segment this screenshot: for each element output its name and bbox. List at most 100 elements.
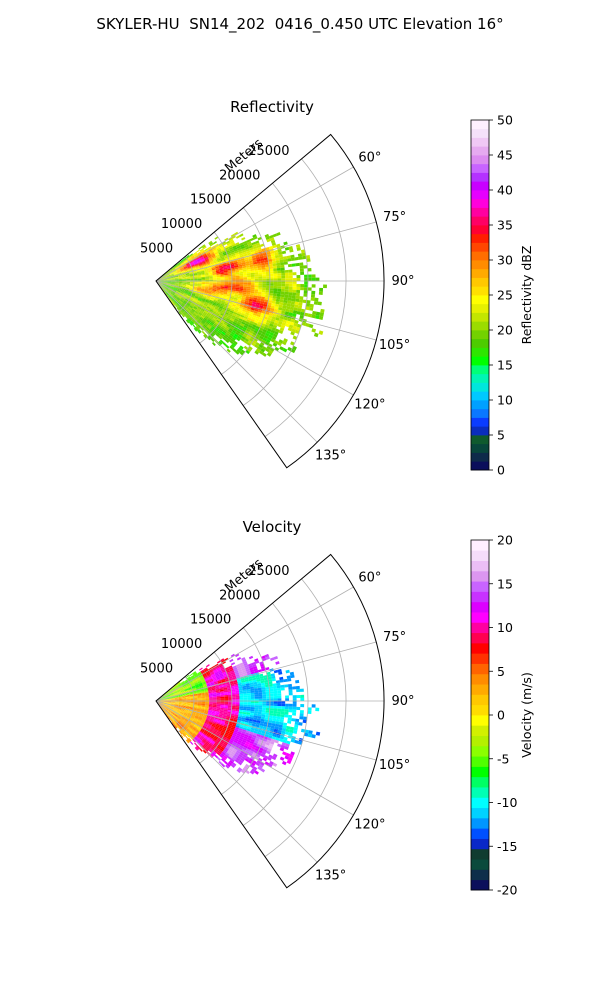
radar-gate: [277, 286, 282, 289]
radar-gate: [277, 668, 282, 673]
radar-gate: [168, 709, 172, 713]
radar-gate: [226, 670, 231, 674]
radar-gate: [230, 267, 235, 270]
radar-gate: [277, 323, 282, 328]
radar-gate: [207, 712, 212, 715]
radar-gate: [239, 279, 244, 281]
radar-gate: [162, 283, 167, 286]
radar-gate: [163, 709, 166, 713]
radar-gate: [207, 330, 212, 335]
radar-gate: [284, 745, 289, 751]
colorbar-segment: [471, 642, 489, 654]
radar-gate: [255, 735, 261, 740]
radar-gate: [209, 309, 214, 313]
radar-gate: [227, 329, 232, 334]
radar-gate: [197, 671, 201, 675]
radar-gate: [229, 238, 234, 243]
radar-gate: [231, 673, 236, 677]
radar-gate: [174, 281, 179, 283]
radar-gate: [193, 680, 198, 684]
radar-gate: [214, 315, 219, 319]
radar-gate: [231, 305, 236, 309]
radar-gate: [190, 717, 194, 720]
radar-gate: [261, 742, 266, 747]
radar-gate: [256, 300, 261, 304]
radar-gate: [192, 291, 197, 294]
radar-gate: [193, 679, 197, 683]
radar-gate: [228, 696, 232, 698]
radar-gate: [285, 752, 291, 757]
radar-gate: [190, 304, 194, 308]
radar-gate: [206, 297, 211, 300]
radar-gate: [239, 695, 244, 698]
radar-gate: [258, 705, 263, 708]
radar-gate: [223, 271, 228, 274]
radar-gate: [261, 714, 266, 718]
radar-gate: [216, 703, 221, 706]
radar-gate: [270, 318, 276, 323]
radar-gate: [163, 283, 167, 286]
radar-gate: [269, 323, 274, 328]
radar-gate: [193, 705, 198, 708]
radar-gate: [202, 732, 207, 736]
radar-gate: [197, 275, 202, 277]
radar-gate: [247, 737, 252, 741]
radar-gate: [253, 749, 259, 754]
radar-gate: [184, 725, 188, 729]
radar-gate: [163, 289, 166, 293]
radar-gate: [258, 285, 263, 288]
azimuth-tick-label: 90°: [391, 274, 414, 289]
radar-gate: [197, 298, 202, 302]
radar-gate: [188, 270, 193, 272]
radar-gate: [219, 688, 224, 691]
radar-gate: [248, 742, 254, 747]
radar-gate: [211, 246, 216, 250]
radar-gate: [295, 298, 300, 303]
radar-gate: [224, 705, 229, 708]
radar-gate: [270, 725, 275, 729]
radar-gate: [180, 689, 185, 692]
radar-gate: [253, 338, 259, 343]
radar-gate: [303, 287, 308, 291]
radar-gate: [193, 261, 198, 264]
radar-gate: [200, 302, 205, 305]
radar-gate: [237, 669, 243, 673]
radar-gate: [182, 699, 187, 700]
radar-gate: [193, 298, 198, 301]
radar-gate: [185, 274, 190, 276]
radar-gate: [173, 691, 177, 694]
radar-gate: [189, 274, 194, 277]
radar-gate: [242, 265, 247, 269]
radar-gate: [181, 271, 185, 273]
radar-gate: [273, 655, 279, 660]
radar-gate: [181, 693, 186, 695]
radar-gate: [284, 755, 290, 760]
radar-gate: [191, 302, 196, 306]
radar-gate: [280, 716, 285, 720]
azimuth-gridline: [155, 586, 354, 702]
radar-gate: [242, 737, 248, 742]
radar-gate: [255, 242, 261, 247]
radar-gate: [251, 326, 256, 330]
radar-gate: [237, 729, 243, 733]
radar-gate: [192, 288, 197, 291]
radar-gate: [181, 313, 186, 317]
radar-gate: [173, 709, 177, 712]
radar-gate: [185, 304, 189, 308]
radar-gate: [233, 680, 238, 683]
radar-gate: [269, 701, 274, 704]
radar-gate: [242, 334, 248, 339]
radar-gate: [221, 317, 226, 321]
radar-gate: [254, 728, 259, 732]
radar-gate: [206, 320, 211, 324]
radar-gate: [217, 681, 222, 684]
radar-gate: [178, 274, 182, 276]
radar-gate: [231, 290, 236, 293]
radar-gate: [176, 722, 180, 726]
radar-gate: [203, 324, 207, 328]
radar-gate: [271, 720, 276, 724]
radar-gate: [274, 346, 280, 352]
radar-gate: [180, 688, 185, 691]
radar-gate: [195, 266, 200, 269]
radar-gate: [218, 243, 223, 247]
